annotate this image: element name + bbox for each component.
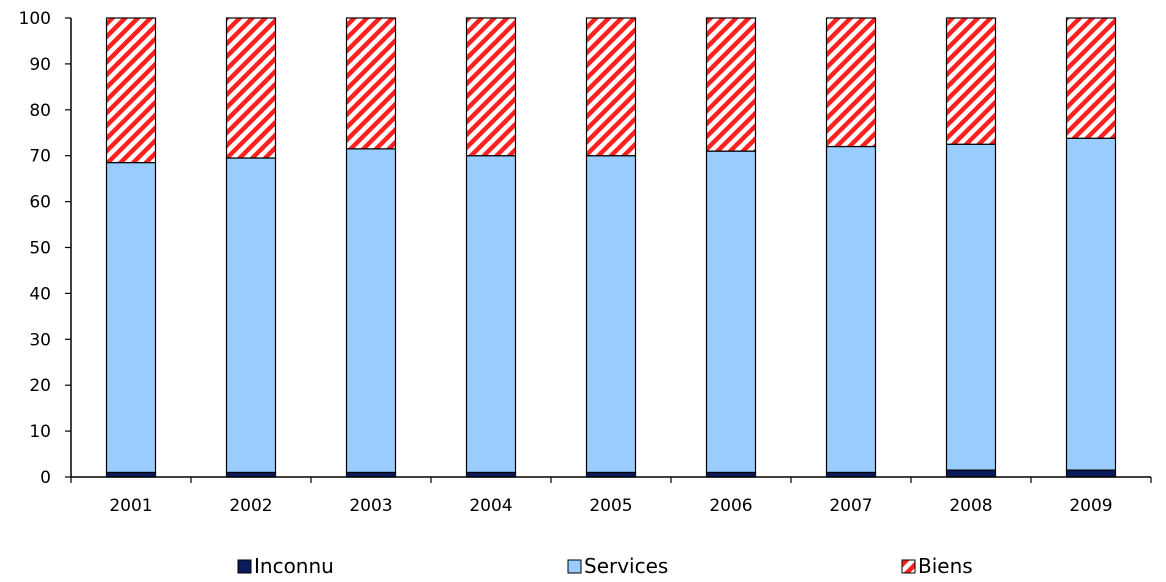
bar-segment-biens-2006 <box>705 17 757 152</box>
bar-stack-2001 <box>105 17 157 478</box>
bar-segment-services-2004 <box>465 155 517 474</box>
bar-segment-biens-2004 <box>465 17 517 157</box>
legend-item-inconnu: Inconnu <box>237 554 334 578</box>
y-tick-label: 10 <box>29 422 51 442</box>
bar-stack-2004 <box>465 17 517 478</box>
legend-label: Inconnu <box>254 554 334 578</box>
x-tick-label: 2001 <box>109 496 152 516</box>
bar-segment-biens-2001 <box>105 17 157 164</box>
legend-label: Biens <box>918 554 973 578</box>
bar-segment-services-2008 <box>945 143 997 471</box>
y-tick-label: 70 <box>29 147 51 167</box>
bar-segment-services-2003 <box>345 148 397 474</box>
legend-swatch <box>567 559 582 574</box>
y-tick-label: 40 <box>29 284 51 304</box>
bar-segment-biens-2008 <box>945 17 997 145</box>
bar-segment-services-2005 <box>585 155 637 474</box>
x-tick-label: 2002 <box>229 496 272 516</box>
bar-segment-biens-2002 <box>225 17 277 159</box>
x-tick-label: 2005 <box>589 496 632 516</box>
x-tick-label: 2004 <box>469 496 512 516</box>
bar-segment-biens-2009 <box>1065 17 1117 139</box>
y-tick-label: 20 <box>29 376 51 396</box>
x-tick-label: 2007 <box>829 496 872 516</box>
bar-segment-services-2001 <box>105 161 157 474</box>
bar-segment-services-2006 <box>705 150 757 474</box>
y-tick-label: 60 <box>29 193 51 213</box>
bar-segment-biens-2005 <box>585 17 637 157</box>
y-tick-label: 0 <box>40 468 51 488</box>
legend-item-biens: Biens <box>901 554 973 578</box>
bar-segment-inconnu-2009 <box>1065 469 1117 478</box>
bar-stack-2005 <box>585 17 637 478</box>
bar-stack-2002 <box>225 17 277 478</box>
legend-label: Services <box>584 554 668 578</box>
x-axis: 2001 2002 2003 2004 2005 2006 2007 2008 2009 <box>70 476 1152 516</box>
bar-segment-services-2002 <box>225 157 277 474</box>
bar-segment-biens-2007 <box>825 17 877 148</box>
bar-segment-biens-2003 <box>345 17 397 150</box>
y-tick-label: 50 <box>29 239 51 259</box>
bar-stack-2003 <box>345 17 397 478</box>
bar-segment-services-2009 <box>1065 137 1117 471</box>
bar-segment-inconnu-2008 <box>945 469 997 478</box>
legend-swatch <box>237 559 252 574</box>
bar-segment-services-2007 <box>825 145 877 474</box>
legend: Inconnu Services Biens <box>237 554 973 578</box>
bar-stack-2006 <box>705 17 757 478</box>
bar-stack-2009 <box>1065 17 1117 478</box>
y-tick-label: 100 <box>19 9 51 29</box>
x-tick-label: 2008 <box>949 496 992 516</box>
legend-swatch <box>901 559 916 574</box>
bar-stack-2007 <box>825 17 877 478</box>
bars <box>105 17 1117 478</box>
y-axis: 0 10 20 30 40 50 60 70 80 90 100 <box>19 9 72 488</box>
y-tick-label: 30 <box>29 330 51 350</box>
x-tick-label: 2009 <box>1069 496 1112 516</box>
x-tick-label: 2003 <box>349 496 392 516</box>
bar-stack-2008 <box>945 17 997 478</box>
legend-item-services: Services <box>567 554 668 578</box>
x-tick-label: 2006 <box>709 496 752 516</box>
y-tick-label: 90 <box>29 55 51 75</box>
y-tick-label: 80 <box>29 101 51 121</box>
